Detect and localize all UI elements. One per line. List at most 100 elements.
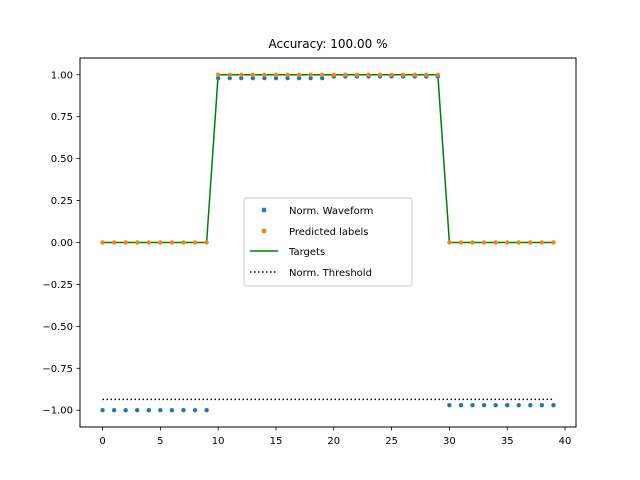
series-1-point: [262, 72, 267, 77]
chart-title: Accuracy: 100.00 %: [269, 37, 388, 51]
series-0-point: [123, 408, 128, 413]
series-1-point: [424, 72, 429, 77]
series-1-point: [215, 72, 221, 77]
series-1-point: [481, 240, 487, 245]
series-0-point: [192, 408, 198, 413]
y-tick-label: 0.50: [51, 154, 73, 165]
y-tick-label: −0.25: [42, 280, 73, 291]
series-1-point: [539, 240, 545, 245]
series-1-point: [458, 240, 464, 245]
series-0-point: [215, 75, 221, 81]
series-0-point: [146, 408, 151, 413]
series-layer: [100, 72, 556, 413]
series-0-point: [158, 408, 163, 413]
y-tick-label: 0.25: [51, 196, 73, 207]
series-1-point: [204, 240, 209, 245]
series-0-point: [539, 402, 545, 408]
series-1-point: [227, 72, 232, 77]
y-tick-label: −0.50: [42, 322, 73, 333]
legend-label-3: Norm. Threshold: [289, 268, 372, 279]
series-0-point: [528, 402, 533, 408]
series-0-point: [100, 408, 105, 413]
series-1-point: [435, 72, 441, 77]
series-0-point: [239, 75, 244, 81]
series-0-point: [227, 75, 232, 81]
series-0-point: [493, 402, 498, 408]
y-tick-label: −0.75: [42, 364, 73, 375]
x-tick-label: 30: [443, 436, 456, 447]
series-0-point: [250, 75, 256, 81]
series-1-point: [239, 72, 244, 77]
legend-label-2: Targets: [288, 247, 325, 258]
series-0-point: [111, 408, 117, 413]
x-tick-label: 0: [99, 436, 105, 447]
y-axis: 1.00 0.75 0.50 0.25 0.00 −0.25 −0.50 −0.75 −1.00: [42, 70, 80, 417]
x-tick-label: 15: [270, 436, 283, 447]
series-1-point: [146, 240, 151, 245]
series-1-point: [273, 72, 279, 77]
series-1-point: [366, 72, 371, 77]
x-tick-label: 40: [559, 436, 572, 447]
series-1-point: [400, 72, 406, 77]
series-1-point: [516, 240, 521, 245]
series-0-point: [458, 402, 464, 408]
series-0-point: [470, 402, 475, 408]
series-1-point: [343, 72, 348, 77]
series-1-point: [389, 72, 394, 77]
series-0-point: [135, 408, 140, 413]
x-tick-label: 35: [501, 436, 514, 447]
series-1-point: [551, 240, 556, 245]
series-1-point: [493, 240, 498, 245]
series-1-point: [331, 72, 336, 77]
y-tick-label: 0.75: [51, 112, 73, 123]
x-tick-label: 5: [157, 436, 163, 447]
series-0-point: [181, 408, 186, 413]
series-1-point: [250, 72, 256, 77]
series-1-point: [181, 240, 186, 245]
x-axis: 0 5 10 15 20 25 30 35 40: [99, 427, 571, 447]
series-1-point: [169, 240, 175, 245]
x-tick-label: 25: [385, 436, 398, 447]
series-0-point: [204, 408, 209, 413]
series-0-point: [320, 75, 325, 81]
x-tick-label: 20: [327, 436, 340, 447]
series-0-point: [551, 402, 556, 408]
x-tick-label: 10: [212, 436, 225, 447]
series-0-point: [516, 402, 521, 408]
y-tick-label: 0.00: [51, 238, 73, 249]
series-0-point: [273, 75, 279, 81]
series-1-point: [285, 72, 290, 77]
series-1-point: [308, 72, 313, 77]
y-tick-label: 1.00: [51, 70, 73, 81]
series-0-point: [262, 75, 267, 81]
series-1-point: [100, 240, 105, 245]
series-1-point: [320, 72, 325, 77]
series-0-point: [481, 402, 487, 408]
series-0-point: [447, 402, 452, 408]
series-1-point: [296, 72, 302, 77]
legend-box: [243, 197, 413, 287]
y-tick-label: −1.00: [42, 406, 73, 417]
series-0-point: [505, 402, 510, 408]
series-1-point: [192, 240, 198, 245]
series-0-point: [169, 408, 175, 413]
legend-label-1: Predicted labels: [289, 227, 369, 238]
legend: Norm. Waveform Predicted labels Targets Nor…: [243, 197, 413, 287]
series-1-point: [412, 72, 417, 77]
legend-marker-0: [261, 207, 267, 213]
series-1-point: [354, 72, 360, 77]
series-1-point: [447, 240, 452, 245]
series-1-point: [470, 240, 475, 245]
legend-label-0: Norm. Waveform: [289, 206, 373, 217]
series-0-point: [296, 75, 302, 81]
series-1-point: [528, 240, 533, 245]
series-1-point: [377, 72, 383, 77]
legend-marker-1: [261, 228, 267, 234]
series-0-point: [308, 75, 313, 81]
series-line-2: [102, 74, 554, 244]
series-1-point: [111, 240, 117, 245]
series-1-point: [135, 240, 140, 245]
series-1-point: [505, 240, 510, 245]
series-0-point: [285, 75, 290, 81]
